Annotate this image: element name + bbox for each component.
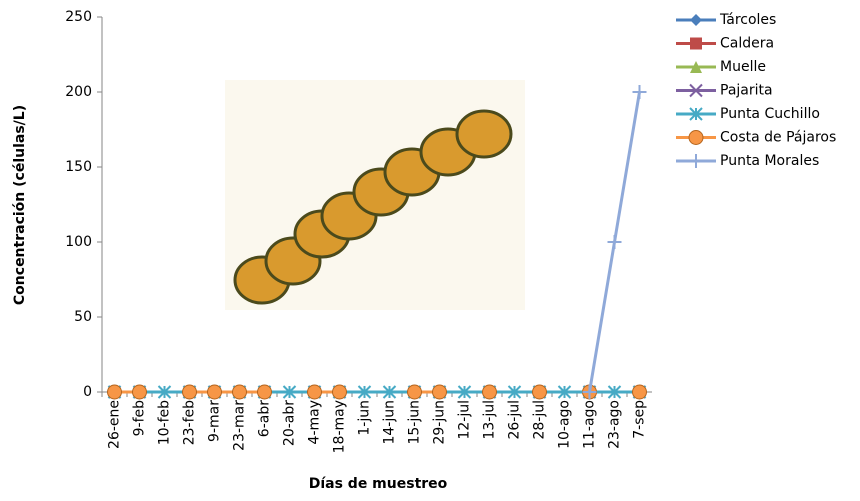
marker <box>157 385 172 399</box>
legend-label: Caldera <box>720 36 774 52</box>
marker <box>357 385 372 399</box>
x-tick-label: 26-jul <box>507 400 523 440</box>
marker <box>257 384 272 400</box>
marker <box>182 384 197 400</box>
marker <box>582 385 597 399</box>
marker <box>457 385 472 399</box>
marker <box>690 37 702 50</box>
marker <box>690 61 702 73</box>
x-tick-label: 7-sep <box>632 400 648 439</box>
marker <box>689 83 703 98</box>
x-tick-label: 10-ago <box>557 400 573 449</box>
y-tick-label: 0 <box>83 384 92 400</box>
y-tick-label: 250 <box>65 9 92 25</box>
x-tick-label: 9-feb <box>132 400 148 437</box>
legend-label: Muelle <box>720 59 766 75</box>
y-tick-label: 100 <box>65 234 92 250</box>
cell-chain-image <box>225 80 525 310</box>
y-tick-label: 150 <box>65 159 92 175</box>
x-tick-label: 18-may <box>332 400 348 453</box>
marker <box>689 154 703 168</box>
x-tick-label: 15-jun <box>407 400 423 445</box>
legend-label: Pajarita <box>720 83 773 99</box>
marker <box>307 384 322 400</box>
marker <box>432 384 447 400</box>
marker <box>332 384 347 400</box>
marker <box>689 107 703 121</box>
marker <box>482 384 497 400</box>
legend-label: Punta Morales <box>720 153 819 169</box>
marker <box>407 384 422 400</box>
x-axis-title: Días de muestreo <box>309 476 448 492</box>
marker <box>232 384 247 400</box>
x-tick-label: 23-feb <box>182 400 198 445</box>
x-tick-label: 10-feb <box>157 400 173 445</box>
y-tick-label: 200 <box>65 84 92 100</box>
x-tick-label: 23-ago <box>607 400 623 449</box>
marker <box>632 384 647 400</box>
x-tick-label: 14-jun <box>382 400 398 445</box>
marker <box>632 85 647 99</box>
x-tick-label: 13-jul <box>482 400 498 440</box>
marker <box>557 385 572 399</box>
legend-label: Punta Cuchillo <box>720 106 820 122</box>
x-tick-label: 20-abr <box>282 400 298 446</box>
marker <box>690 14 702 26</box>
x-tick-label: 28-jul <box>532 400 548 440</box>
y-tick-label: 50 <box>74 309 92 325</box>
marker <box>507 385 522 399</box>
x-tick-label: 12-jul <box>457 400 473 440</box>
y-axis-title: Concentración (células/L) <box>12 105 28 305</box>
marker <box>532 384 547 400</box>
marker <box>207 384 222 400</box>
x-tick-label: 11-ago <box>582 400 598 449</box>
x-tick-label: 1-jun <box>357 400 373 436</box>
x-tick-label: 26-ene <box>107 400 123 449</box>
x-tick-label: 29-jun <box>432 400 448 445</box>
legend-label: Tárcoles <box>719 12 776 28</box>
marker <box>382 385 397 399</box>
legend-label: Costa de Pájaros <box>720 130 836 146</box>
x-tick-label: 9-mar <box>207 400 223 442</box>
marker <box>607 235 622 249</box>
marker <box>282 385 297 399</box>
marker <box>607 385 622 399</box>
x-tick-label: 4-may <box>307 400 323 444</box>
x-tick-label: 6-abr <box>257 400 273 437</box>
marker <box>107 384 122 400</box>
marker <box>132 384 147 400</box>
x-tick-label: 23-mar <box>232 400 248 451</box>
marker <box>688 130 704 145</box>
